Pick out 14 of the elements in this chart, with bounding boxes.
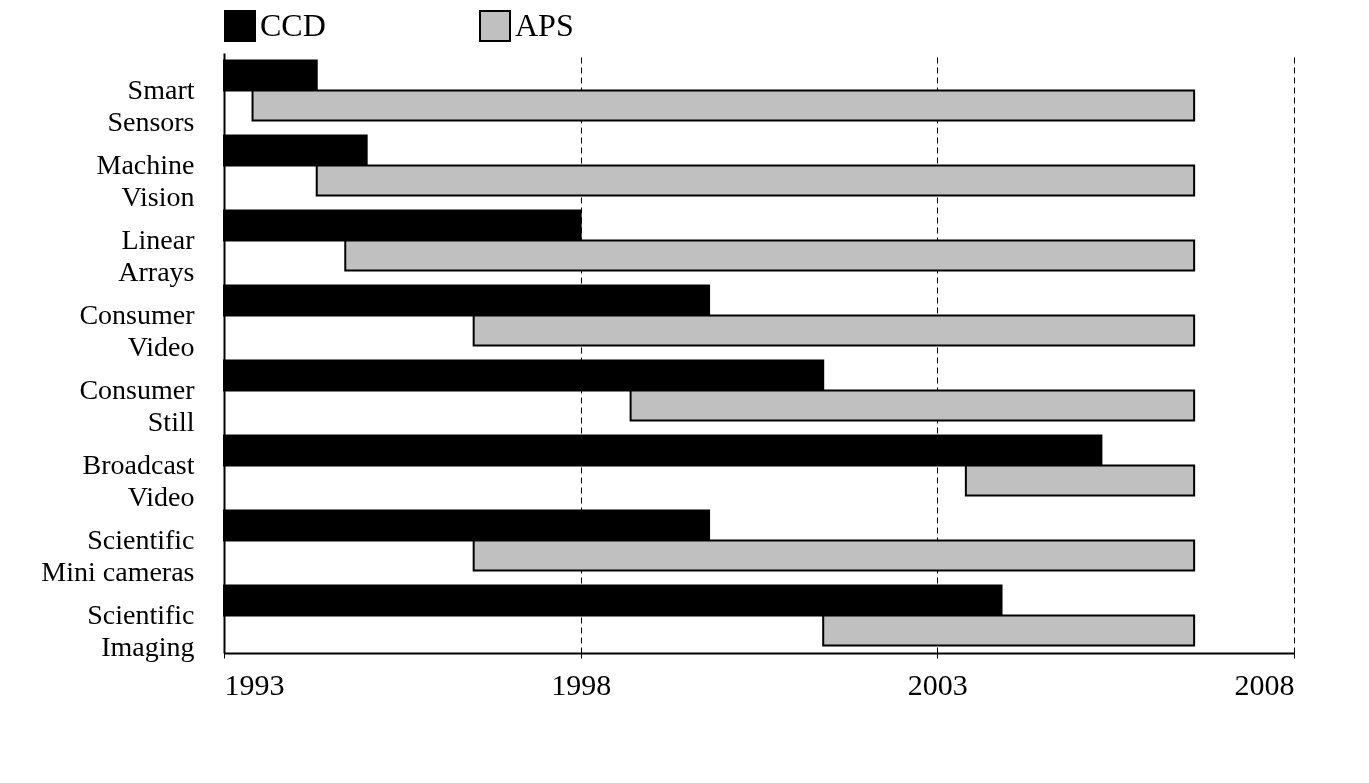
y-tick-label: Consumer Video <box>79 298 196 362</box>
y-tick-label: Scientific Imaging <box>87 598 195 662</box>
x-tick-label: 2008 <box>1234 667 1295 701</box>
y-tick-label: Linear Arrays <box>118 223 196 287</box>
legend-label: APS <box>515 7 574 43</box>
legend-label: CCD <box>260 7 326 43</box>
y-tick-label: Consumer Still <box>79 373 196 437</box>
x-tick-label: 1993 <box>224 667 285 701</box>
y-tick-label: Broadcast Video <box>82 448 195 512</box>
x-tick-label: 2003 <box>907 667 968 701</box>
y-tick-label: Smart Sensors <box>107 73 195 137</box>
y-tick-label: Machine Vision <box>96 148 195 212</box>
x-tick-label: 1998 <box>551 667 612 701</box>
y-tick-label: Scientific Mini cameras <box>41 523 195 587</box>
